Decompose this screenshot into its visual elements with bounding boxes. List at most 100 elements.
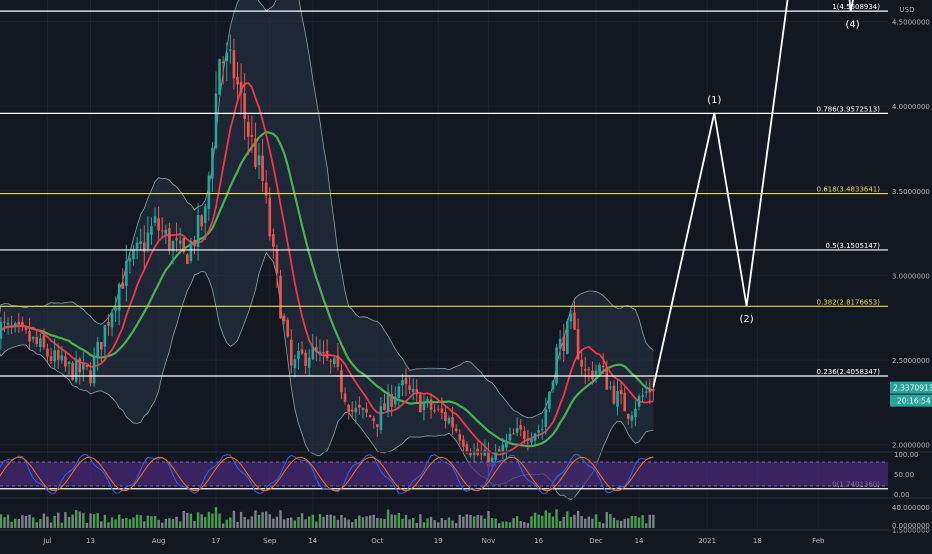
- volume-bar-145: [515, 516, 519, 528]
- candle-body-118: [419, 394, 422, 413]
- volume-bar-146: [519, 520, 522, 528]
- candle-body-12: [39, 338, 42, 348]
- bollinger-upper: [0, 0, 654, 419]
- volume-bar-110: [390, 514, 393, 528]
- candle-body-16: [53, 350, 56, 362]
- candle-body-115: [408, 385, 411, 390]
- candle-body-8: [24, 327, 28, 330]
- candle-body-104: [368, 415, 372, 418]
- stoch-band-fill: [0, 462, 888, 486]
- candle-body-72: [254, 138, 257, 168]
- volume-bar-166: [591, 518, 594, 528]
- volume-bar-161: [573, 514, 576, 528]
- candle-body-9: [28, 331, 31, 342]
- candle-body-55: [193, 240, 196, 247]
- candle-body-180: [641, 395, 644, 397]
- candle-body-143: [508, 433, 512, 441]
- candle-body-14: [46, 348, 49, 357]
- volume-bar-19: [64, 512, 67, 528]
- candle-body-145: [515, 428, 519, 433]
- volume-bar-99: [351, 522, 354, 528]
- volume-bar-61: [214, 507, 218, 528]
- candle-body-113: [401, 380, 404, 386]
- volume-bar-142: [505, 521, 508, 528]
- volume-bar-69: [243, 517, 246, 528]
- fib-label-6: 0.236(2.4058347): [817, 368, 881, 376]
- volume-bar-139: [494, 518, 497, 528]
- candle-body-158: [562, 336, 566, 351]
- candle-body-161: [573, 312, 576, 330]
- candle-body-146: [519, 425, 523, 430]
- volume-bar-89: [315, 521, 318, 528]
- candle-body-107: [379, 406, 383, 431]
- volume-bar-84: [297, 517, 300, 528]
- candle-body-26: [89, 370, 92, 384]
- candle-body-27: [92, 356, 96, 384]
- volume-bar-63: [221, 523, 225, 528]
- volume-bar-134: [476, 515, 479, 528]
- volume-bar-62: [218, 513, 221, 528]
- time-tick-6: Oct: [371, 537, 383, 545]
- volume-bar-30: [103, 514, 107, 528]
- volume-bar-32: [110, 517, 114, 528]
- candle-body-73: [257, 155, 261, 166]
- volume-bar-136: [483, 518, 487, 528]
- volume-bar-94: [333, 515, 336, 528]
- candle-body-63: [221, 61, 225, 64]
- candle-body-122: [433, 410, 436, 412]
- candle-body-105: [372, 418, 376, 422]
- candle-body-71: [250, 135, 254, 137]
- price-tick-4: 4.5000000: [892, 18, 930, 26]
- price-tick-6: 3.5000000: [892, 188, 930, 196]
- volume-bar-44: [153, 516, 157, 528]
- volume-bar-29: [100, 521, 103, 528]
- candle-body-127: [451, 416, 454, 428]
- candle-body-95: [336, 355, 340, 367]
- volume-bar-182: [648, 514, 651, 528]
- volume-bar-174: [619, 520, 623, 528]
- volume-bar-128: [454, 523, 458, 528]
- candles: [0, 34, 655, 477]
- candle-body-137: [487, 451, 490, 468]
- candle-body-43: [150, 226, 153, 235]
- volume-bar-108: [383, 518, 386, 528]
- volume-pane: 40.000000 0.0000000: [0, 497, 932, 530]
- candle-body-174: [619, 389, 623, 395]
- volume-bar-9: [28, 514, 31, 528]
- volume-bar-83: [293, 520, 297, 528]
- candle-body-153: [544, 409, 548, 427]
- volume-bar-178: [634, 515, 637, 528]
- last-price-badge: [890, 381, 932, 394]
- volume-bar-147: [523, 522, 526, 528]
- volume-bar-85: [300, 513, 304, 528]
- candle-body-125: [444, 412, 447, 421]
- candle-body-84: [297, 351, 300, 359]
- candle-body-96: [340, 370, 343, 393]
- candle-body-51: [178, 240, 182, 244]
- candle-body-124: [440, 408, 444, 413]
- candle-body-183: [652, 389, 655, 392]
- candle-body-36: [125, 261, 128, 286]
- candle-body-128: [454, 428, 458, 432]
- volume-bar-81: [286, 518, 289, 528]
- volume-bar-183: [652, 514, 655, 528]
- candle-body-170: [605, 367, 609, 390]
- candle-body-148: [526, 438, 530, 441]
- candle-body-40: [139, 241, 143, 244]
- candle-body-167: [594, 370, 598, 376]
- candle-body-46: [160, 230, 164, 232]
- volume-bar-36: [125, 517, 128, 528]
- volume-bar-92: [325, 515, 329, 528]
- volume-bar-111: [394, 514, 397, 528]
- volume-bar-150: [533, 512, 537, 528]
- candle-body-103: [365, 408, 368, 413]
- fib-label-2: 0.786(3.9572513): [817, 105, 881, 113]
- candle-body-165: [587, 369, 591, 371]
- candle-body-29: [99, 342, 103, 350]
- volume-bar-127: [451, 520, 454, 528]
- candle-body-94: [333, 357, 336, 364]
- volume-bar-37: [128, 519, 132, 528]
- volume-bar-115: [408, 519, 411, 528]
